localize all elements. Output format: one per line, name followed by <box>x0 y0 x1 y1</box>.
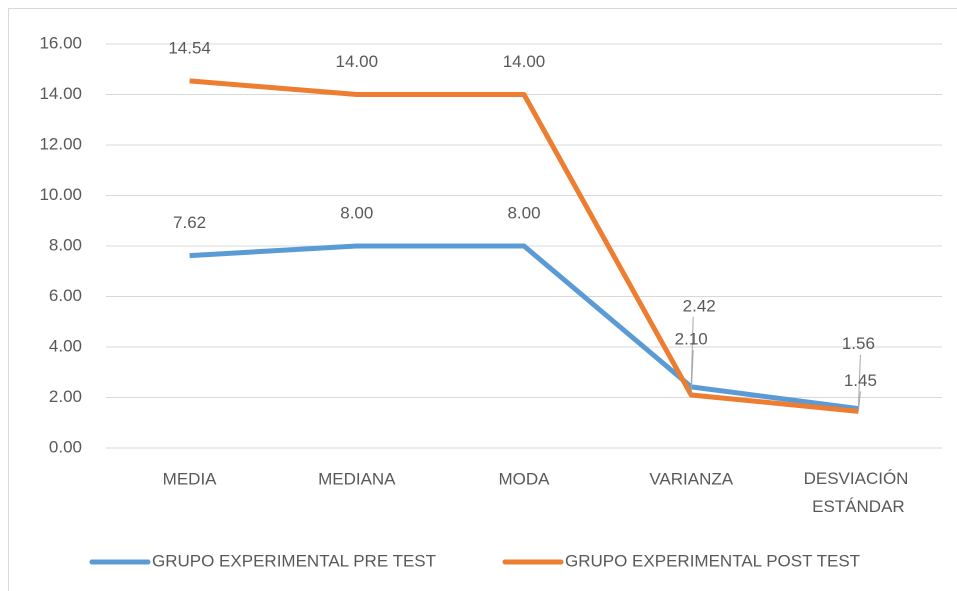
x-tick-label: MEDIANA <box>318 469 396 488</box>
data-label: 1.45 <box>844 371 877 390</box>
leader-line <box>690 349 694 395</box>
y-tick-label: 10.00 <box>39 185 82 204</box>
chart-frame <box>8 8 957 591</box>
data-label: 14.00 <box>336 52 379 71</box>
y-tick-label: 4.00 <box>49 336 82 355</box>
series-line <box>189 78 859 414</box>
y-tick-label: 8.00 <box>49 235 82 254</box>
x-tick-label: MODA <box>499 469 551 488</box>
data-label: 2.10 <box>675 329 708 348</box>
y-tick-label: 2.00 <box>49 387 82 406</box>
data-label: 8.00 <box>507 203 540 222</box>
series-line <box>189 243 859 412</box>
legend-label: GRUPO EXPERIMENTAL PRE TEST <box>152 551 436 570</box>
y-tick-label: 14.00 <box>39 84 82 103</box>
data-label: 2.42 <box>683 296 716 315</box>
y-tick-label: 12.00 <box>39 134 82 153</box>
x-tick-label: VARIANZA <box>649 469 733 488</box>
y-tick-label: 0.00 <box>49 437 82 456</box>
data-label: 14.00 <box>503 52 546 71</box>
leader-line <box>690 316 694 387</box>
data-label: 8.00 <box>340 203 373 222</box>
x-tick-label: MEDIA <box>163 469 218 488</box>
data-label: 14.54 <box>168 38 211 57</box>
leader-line <box>857 354 861 409</box>
y-tick-label: 16.00 <box>39 33 82 52</box>
data-label: 1.56 <box>842 334 875 353</box>
data-label: 7.62 <box>173 213 206 232</box>
legend-label: GRUPO EXPERIMENTAL POST TEST <box>565 551 860 570</box>
x-tick-label: DESVIACIÓN ESTÁNDAR <box>804 469 914 516</box>
leader-line <box>857 391 861 412</box>
y-tick-label: 6.00 <box>49 286 82 305</box>
